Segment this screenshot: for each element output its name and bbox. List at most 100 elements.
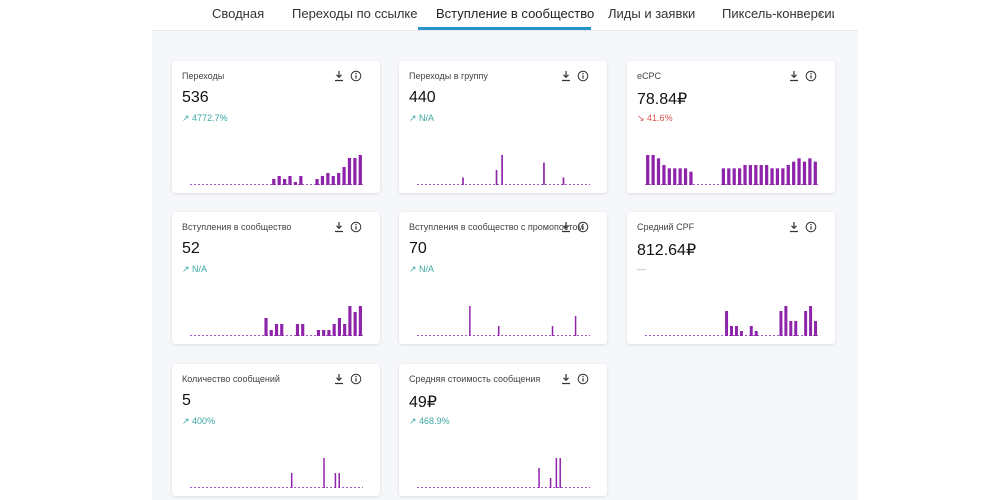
sparkline-bar — [673, 168, 677, 185]
sparkline-bar — [322, 330, 326, 336]
card-actions — [788, 70, 817, 82]
arrow-up-right-icon: ↗ — [409, 416, 420, 426]
sparkline-bar — [813, 161, 817, 185]
sparkline-bar — [749, 326, 753, 336]
sparkline-bar — [759, 165, 763, 185]
download-icon[interactable] — [333, 221, 345, 233]
card-change-value: 468.9% — [419, 416, 450, 426]
download-icon[interactable] — [788, 70, 800, 82]
sparkline-bar — [727, 168, 731, 185]
sparkline-bar — [347, 158, 352, 185]
card-change-value: 4772.7% — [192, 113, 228, 123]
card-value: 52 — [182, 240, 200, 257]
sparkline-bar — [784, 306, 788, 336]
card-title: Средний CPF — [637, 222, 695, 232]
sparkline-chart — [190, 306, 363, 336]
card-actions — [560, 221, 589, 233]
chevron-right-icon[interactable]: › — [818, 5, 823, 21]
info-icon[interactable] — [350, 70, 362, 82]
card-value: 536 — [182, 89, 209, 106]
sparkline-bar — [274, 324, 279, 336]
sparkline-bar — [651, 155, 655, 185]
tab-community-joins[interactable]: Вступление в сообщество — [436, 6, 595, 21]
sparkline-bar — [264, 318, 268, 336]
card-value: 70 — [409, 240, 427, 257]
tab-pixel-conversions[interactable]: Пиксель-конверсии — [722, 6, 834, 21]
sparkline-bar — [316, 330, 321, 336]
card-title: eCPC — [637, 71, 662, 81]
sparkline-bar — [725, 311, 729, 336]
sparkline-bar — [501, 155, 503, 185]
tab-pixel-clip: Пиксель-конверсии — [722, 0, 834, 28]
sparkline-bar — [748, 165, 753, 185]
card-message-count: Количество сообщений 5 ↗ 400% — [172, 364, 380, 496]
sparkline-bar — [656, 158, 661, 185]
download-icon[interactable] — [560, 70, 572, 82]
sparkline-chart — [190, 155, 363, 185]
card-change: ↘ 41.6% — [637, 113, 673, 124]
sparkline-bar — [809, 306, 813, 336]
tab-link-clicks[interactable]: Переходы по ссылке — [292, 6, 418, 21]
card-change: ↗ 400% — [182, 416, 215, 427]
sparkline-bar — [789, 321, 793, 336]
card-actions — [560, 70, 589, 82]
info-icon[interactable] — [577, 221, 589, 233]
sparkline-bar — [743, 165, 747, 185]
sparkline-bar — [662, 165, 666, 185]
sparkline-chart — [417, 306, 590, 336]
info-icon[interactable] — [350, 373, 362, 385]
sparkline-bar — [269, 330, 273, 336]
sparkline-bar — [551, 326, 554, 336]
sparkline-bar — [808, 158, 812, 185]
sparkline-bar — [543, 162, 545, 185]
card-change: ↗ N/A — [409, 113, 434, 124]
card-community-joins-promo: Вступления в сообщество с промопостом 70 ↗… — [399, 212, 607, 344]
card-avg-message-cost: Средняя стоимость сообщения 49₽ ↗ 468.9% — [399, 364, 607, 496]
sparkline-bar — [315, 179, 319, 185]
card-change: ↗ 468.9% — [409, 416, 450, 427]
info-icon[interactable] — [577, 70, 589, 82]
card-change-value: — — [637, 264, 646, 274]
download-icon[interactable] — [333, 373, 345, 385]
sparkline-bar — [814, 321, 818, 336]
sparkline-bar — [342, 167, 346, 185]
card-link-clicks: Переходы 536 ↗ 4772.7% — [172, 61, 380, 193]
arrow-up-right-icon: ↗ — [409, 264, 420, 274]
sparkline-bar — [678, 168, 682, 185]
download-icon[interactable] — [788, 221, 800, 233]
active-tab-indicator — [418, 27, 591, 30]
sparkline-bar — [689, 171, 693, 185]
card-title: Переходы — [182, 71, 225, 81]
card-change: ↗ 4772.7% — [182, 113, 228, 124]
info-icon[interactable] — [350, 221, 362, 233]
card-community-joins: Вступления в сообщество 52 ↗ N/A — [172, 212, 380, 344]
sparkline-bar — [786, 165, 790, 185]
sparkline-bar — [358, 155, 362, 185]
sparkline-bar — [683, 168, 688, 185]
sparkline-bar — [646, 155, 650, 185]
sparkline-bar — [739, 331, 743, 336]
sparkline-bar — [293, 182, 298, 185]
sparkline-bar — [549, 478, 552, 488]
card-actions — [333, 221, 362, 233]
sparkline-bar — [495, 170, 498, 185]
tab-summary[interactable]: Сводная — [212, 6, 265, 21]
sparkline-bar — [802, 161, 807, 185]
tab-leads[interactable]: Лиды и заявки — [608, 6, 696, 21]
tab-bar — [152, 0, 858, 31]
sparkline-chart — [645, 306, 818, 336]
sparkline-bar — [732, 168, 736, 185]
download-icon[interactable] — [560, 373, 572, 385]
info-icon[interactable] — [805, 221, 817, 233]
sparkline-bar — [462, 177, 464, 185]
sparkline-bar — [804, 311, 808, 336]
info-icon[interactable] — [805, 70, 817, 82]
info-icon[interactable] — [577, 373, 589, 385]
sparkline-bar — [562, 177, 565, 185]
sparkline-bar — [290, 473, 293, 488]
download-icon[interactable] — [333, 70, 345, 82]
card-value: 440 — [409, 89, 436, 106]
download-icon[interactable] — [560, 221, 572, 233]
card-change: ↗ N/A — [409, 264, 434, 275]
card-actions — [333, 373, 362, 385]
